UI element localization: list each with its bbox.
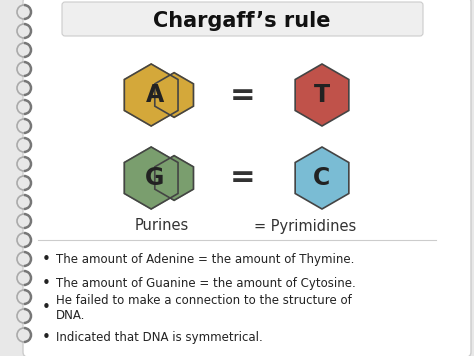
Text: •: • bbox=[42, 252, 50, 267]
Circle shape bbox=[17, 214, 31, 228]
Text: =: = bbox=[230, 80, 256, 110]
Text: = Pyrimidines: = Pyrimidines bbox=[254, 219, 356, 234]
Text: Chargaff’s rule: Chargaff’s rule bbox=[153, 11, 331, 31]
Text: •: • bbox=[42, 277, 50, 292]
Polygon shape bbox=[155, 73, 193, 117]
FancyBboxPatch shape bbox=[23, 0, 471, 356]
Text: •: • bbox=[42, 330, 50, 346]
Text: T: T bbox=[314, 83, 330, 107]
Text: The amount of Adenine = the amount of Thymine.: The amount of Adenine = the amount of Th… bbox=[56, 253, 355, 267]
Polygon shape bbox=[124, 147, 178, 209]
Circle shape bbox=[17, 138, 31, 152]
Polygon shape bbox=[295, 64, 349, 126]
Circle shape bbox=[17, 24, 31, 38]
Circle shape bbox=[17, 43, 31, 57]
Circle shape bbox=[17, 271, 31, 285]
Circle shape bbox=[17, 5, 31, 19]
Text: C: C bbox=[313, 166, 331, 190]
Circle shape bbox=[17, 157, 31, 171]
Circle shape bbox=[17, 309, 31, 323]
Circle shape bbox=[17, 195, 31, 209]
Text: Indicated that DNA is symmetrical.: Indicated that DNA is symmetrical. bbox=[56, 331, 263, 345]
Circle shape bbox=[17, 81, 31, 95]
Text: •: • bbox=[42, 300, 50, 315]
Circle shape bbox=[17, 100, 31, 114]
Circle shape bbox=[17, 119, 31, 133]
Text: The amount of Guanine = the amount of Cytosine.: The amount of Guanine = the amount of Cy… bbox=[56, 277, 356, 290]
FancyBboxPatch shape bbox=[62, 2, 423, 36]
Text: A: A bbox=[146, 83, 164, 107]
Polygon shape bbox=[155, 156, 193, 200]
Circle shape bbox=[17, 233, 31, 247]
Text: G: G bbox=[145, 166, 164, 190]
Text: He failed to make a connection to the structure of
DNA.: He failed to make a connection to the st… bbox=[56, 294, 352, 322]
Circle shape bbox=[17, 328, 31, 342]
Polygon shape bbox=[124, 64, 178, 126]
Circle shape bbox=[17, 62, 31, 76]
Circle shape bbox=[17, 252, 31, 266]
Circle shape bbox=[17, 176, 31, 190]
Text: Purines: Purines bbox=[135, 219, 189, 234]
Text: =: = bbox=[230, 163, 256, 193]
Polygon shape bbox=[295, 147, 349, 209]
Circle shape bbox=[17, 290, 31, 304]
